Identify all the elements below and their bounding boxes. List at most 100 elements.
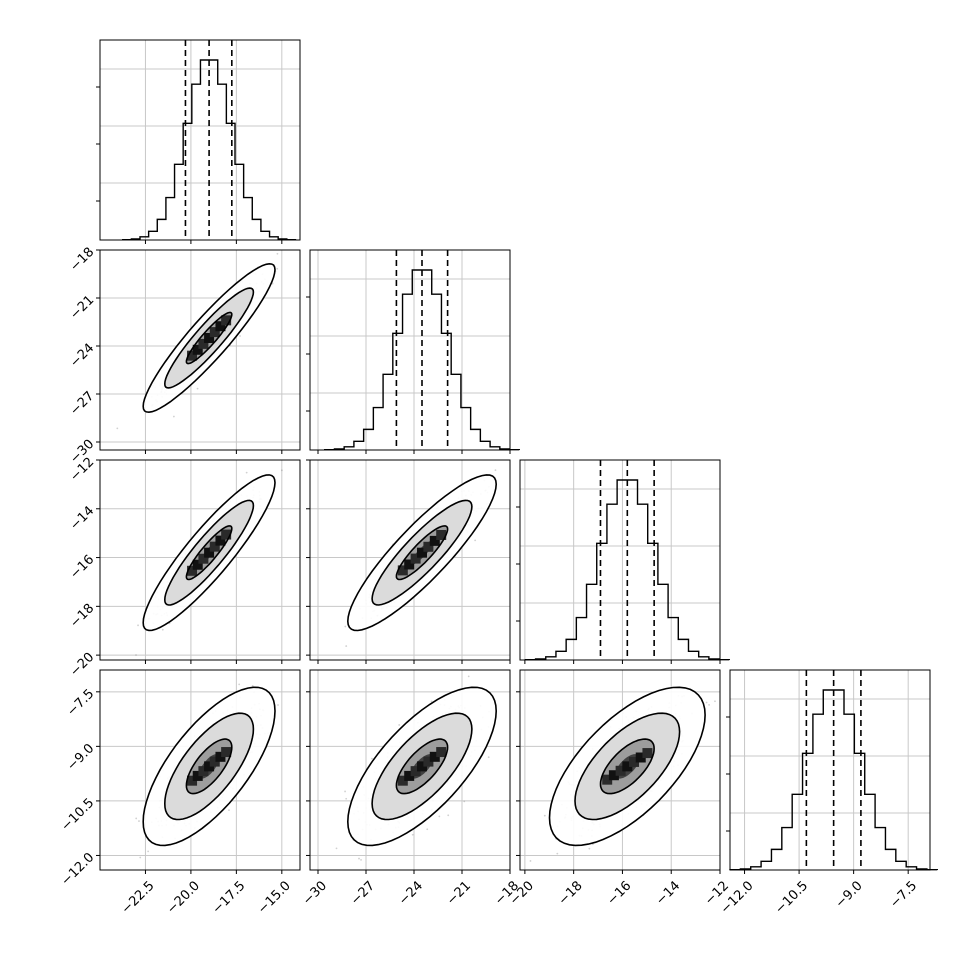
density-bin	[192, 770, 203, 781]
sample-point	[345, 797, 348, 800]
density-bin	[615, 765, 626, 776]
y-tick-label: −27	[67, 389, 97, 419]
x-tick-label: −22.5	[119, 878, 158, 917]
sample-point	[714, 700, 716, 703]
density-bin	[622, 761, 633, 772]
sample-point	[344, 790, 346, 793]
sample-point	[147, 850, 150, 853]
contour-line	[395, 738, 449, 795]
contour-line	[371, 712, 473, 821]
x-tick-label: −21	[444, 878, 474, 908]
sample-point	[276, 267, 279, 270]
y-tick-label: −18	[67, 245, 97, 275]
density-bin	[209, 327, 220, 338]
sample-point	[276, 252, 279, 255]
contour-line	[185, 311, 233, 365]
density-bin	[192, 344, 203, 355]
sample-point	[494, 469, 497, 472]
density-bin	[204, 761, 215, 772]
histogram-panel-0	[96, 39, 301, 244]
sample-point	[426, 828, 429, 831]
x-tick-label: −9.0	[833, 878, 866, 911]
histogram-panel-2	[516, 459, 730, 664]
sample-point	[280, 469, 283, 472]
contour-line	[599, 738, 655, 795]
density-bin	[602, 774, 613, 785]
scatter-panel-3-2: −20 −18 −16 −14 −12	[507, 669, 732, 908]
sample-point	[196, 387, 199, 390]
density-bin	[436, 529, 447, 540]
axes-frame	[99, 669, 301, 871]
sample-point	[161, 628, 164, 631]
sample-point	[467, 675, 470, 678]
density-bin	[192, 559, 203, 570]
sample-point	[277, 704, 279, 706]
contour-line	[163, 287, 255, 389]
density-bin	[221, 315, 232, 326]
y-tick-label: −7.5	[64, 687, 97, 720]
sample-point	[588, 847, 591, 850]
y-tick-label: −16	[67, 552, 97, 582]
contour-line	[163, 712, 255, 821]
x-tick-label: −18	[556, 878, 586, 908]
sample-point	[398, 724, 401, 726]
x-tick-label: −10.5	[772, 878, 811, 917]
density-bin	[215, 535, 226, 546]
sample-point	[438, 815, 441, 818]
contour-line	[548, 686, 706, 847]
density-bin	[215, 751, 226, 762]
y-tick-label: −10.5	[59, 796, 98, 835]
axes-frame	[309, 249, 511, 451]
scatter-panel-3-0: −22.5 −20.0 −17.5 −15.0 −12.0 −10.5 −9.0 −7.5	[59, 669, 301, 917]
axes-frame	[309, 459, 511, 661]
density-bin	[642, 748, 653, 759]
sample-point	[116, 427, 119, 430]
sample-point	[345, 645, 348, 647]
density-bin	[215, 321, 226, 332]
contour-line	[371, 499, 473, 606]
contour-line	[185, 525, 233, 581]
sample-point	[474, 539, 477, 542]
histogram-panel-1	[306, 249, 520, 454]
sample-point	[251, 685, 254, 687]
density-bin	[187, 565, 198, 576]
density-bin	[187, 350, 198, 361]
y-tick-label: −9.0	[64, 741, 97, 774]
density-bin	[221, 747, 232, 758]
x-tick-label: −16	[604, 878, 634, 908]
axes-frame	[99, 249, 301, 451]
contour-line	[185, 738, 233, 795]
sample-point	[529, 860, 532, 862]
axes-frame	[519, 669, 721, 871]
density-bin	[209, 541, 220, 552]
contour-line	[142, 262, 276, 414]
sample-point	[430, 700, 433, 703]
x-tick-label: −7.5	[887, 878, 920, 911]
density-bin	[198, 766, 209, 777]
density-bin	[429, 535, 440, 546]
scatter-panel-2-1	[306, 459, 511, 664]
density-bin	[423, 756, 434, 767]
x-tick-label: −15.0	[255, 878, 294, 917]
axes-frame	[729, 669, 931, 871]
sample-point	[335, 847, 338, 850]
x-tick-label: −27	[348, 878, 378, 908]
sample-point	[371, 757, 373, 760]
sample-point	[344, 625, 347, 628]
density-bin	[404, 559, 415, 570]
density-bin	[221, 529, 232, 540]
contour-line	[395, 525, 449, 581]
sample-point	[137, 624, 139, 627]
x-tick-label: −17.5	[210, 878, 249, 917]
sample-point	[543, 814, 546, 817]
y-tick-label: −20	[67, 650, 97, 680]
axes-frame	[519, 459, 721, 661]
density-bin	[423, 541, 434, 552]
sample-point	[228, 809, 230, 812]
y-tick-label: −12.0	[59, 850, 98, 889]
sample-point	[411, 833, 414, 836]
contour-line	[346, 474, 498, 632]
density-bin	[410, 766, 421, 777]
x-tick-label: −30	[300, 878, 330, 908]
